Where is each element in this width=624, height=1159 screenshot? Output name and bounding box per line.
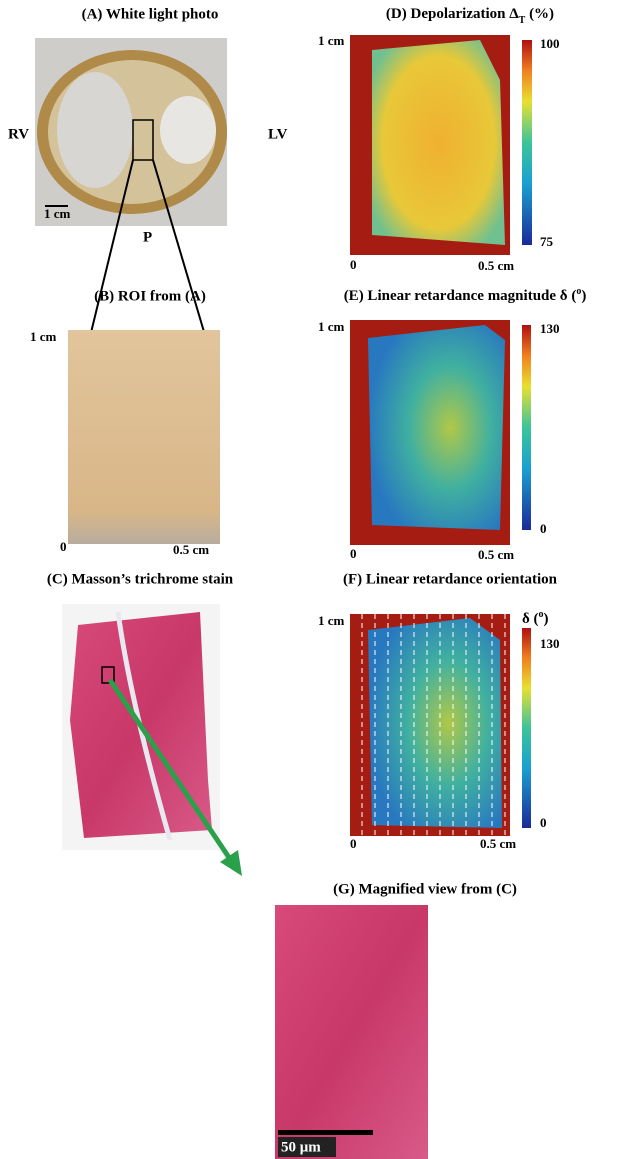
roi-photo <box>68 330 220 544</box>
figure: (A) White light photo 1 cm RV LV P (B) R… <box>0 0 624 1159</box>
retardance-map <box>368 325 505 530</box>
lv-cavity <box>160 96 216 164</box>
title-text: ) <box>581 288 586 304</box>
panel-title: (B) ROI from (A) <box>94 288 206 304</box>
title-text: (%) <box>525 6 554 22</box>
panel-title: (E) Linear retardance magnitude δ (o) <box>344 286 587 305</box>
magnified-image <box>275 905 428 1159</box>
colorbar-min: 0 <box>540 815 547 830</box>
cb-title-text: δ ( <box>522 611 539 627</box>
colorbar-max: 130 <box>540 636 560 651</box>
arrow-head <box>220 850 242 876</box>
scale-label: 1 cm <box>44 206 71 221</box>
x-label: 0.5 cm <box>478 547 514 562</box>
title-text: (E) Linear retardance magnitude δ ( <box>344 288 577 304</box>
label-rv: RV <box>8 126 29 142</box>
panel-title: (D) Depolarization ΔT (%) <box>386 6 554 25</box>
cb-title-text: ) <box>544 611 549 627</box>
label-lv: LV <box>268 126 288 142</box>
origin-label: 0 <box>350 836 357 851</box>
colorbar <box>522 325 531 530</box>
colorbar-min: 75 <box>540 234 554 249</box>
colorbar-max: 130 <box>540 321 560 336</box>
scale-bar <box>278 1130 373 1135</box>
panel-title: (A) White light photo <box>82 6 219 22</box>
x-label: 0.5 cm <box>173 542 209 557</box>
rv-cavity <box>57 72 133 188</box>
y-label: 1 cm <box>30 329 57 344</box>
origin-label: 0 <box>350 257 357 272</box>
panel-title: (C) Masson’s trichrome stain <box>47 571 234 587</box>
panel-title: (G) Magnified view from (C) <box>333 881 517 897</box>
y-label: 1 cm <box>318 613 345 628</box>
label-p: P <box>143 229 152 245</box>
colorbar-max: 100 <box>540 36 560 51</box>
x-label: 0.5 cm <box>480 836 516 851</box>
panel-title: (F) Linear retardance orientation <box>343 571 558 587</box>
x-label: 0.5 cm <box>478 258 514 273</box>
colorbar <box>522 40 532 245</box>
depolarization-map <box>372 40 505 245</box>
origin-label: 0 <box>60 539 67 554</box>
y-label: 1 cm <box>318 33 345 48</box>
colorbar-title: δ (o) <box>522 609 549 628</box>
origin-label: 0 <box>350 546 357 561</box>
colorbar <box>522 628 531 828</box>
scale-label: 50 μm <box>281 1139 321 1155</box>
colorbar-min: 0 <box>540 521 547 536</box>
y-label: 1 cm <box>318 319 345 334</box>
title-text: (D) Depolarization Δ <box>386 6 519 22</box>
